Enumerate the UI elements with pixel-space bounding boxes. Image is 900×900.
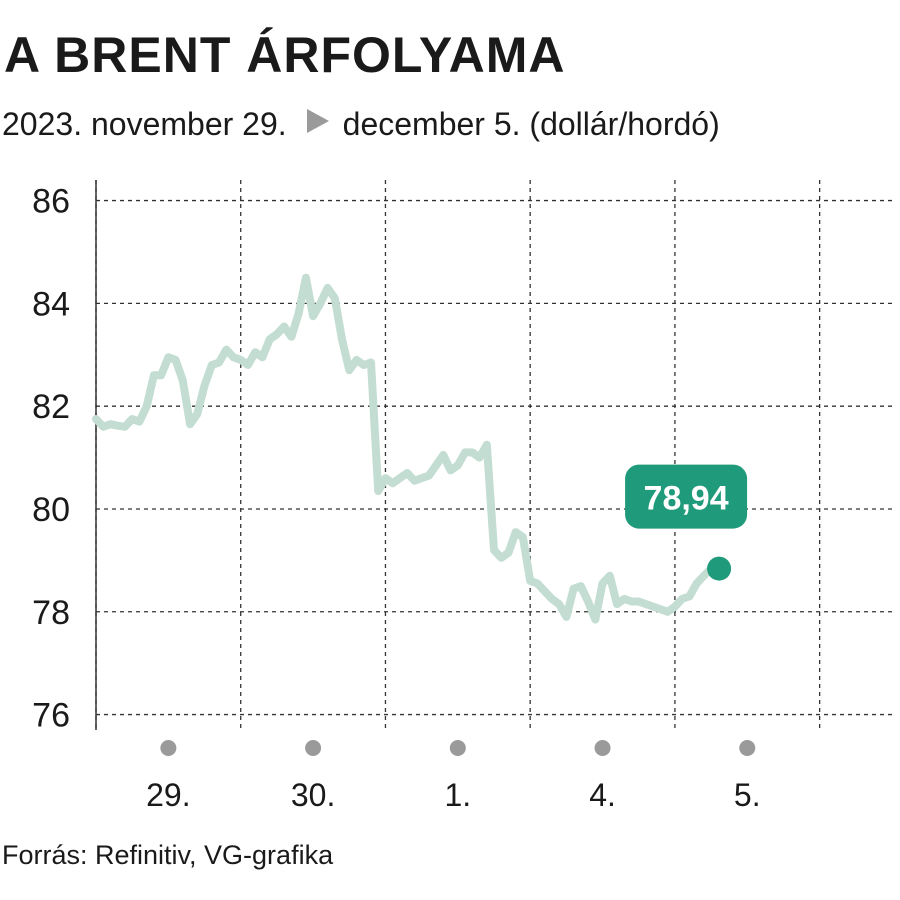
- arrow-right-icon: [306, 109, 329, 133]
- y-tick-label: 78: [32, 594, 70, 632]
- chart-grid: [95, 180, 892, 730]
- chart-source: Forrás: Refinitiv, VG-grafika: [2, 840, 334, 870]
- x-tick-label: 29.: [146, 777, 190, 813]
- y-tick-label: 82: [32, 388, 70, 426]
- subtitle-start-date: 2023. november 29.: [2, 106, 287, 142]
- chart-title: A BRENT ÁRFOLYAMA: [4, 27, 566, 83]
- y-tick-label: 86: [32, 183, 70, 221]
- x-tick-label: 4.: [589, 777, 616, 813]
- x-tick-label: 30.: [291, 777, 335, 813]
- chart-subtitle: 2023. november 29. december 5. (dollár/ho…: [2, 108, 720, 140]
- last-value-marker: [707, 556, 732, 581]
- price-line: [92, 273, 716, 624]
- x-tick-dot: [160, 740, 177, 756]
- x-tick-label: 1.: [444, 777, 471, 813]
- x-tick-dot: [449, 740, 466, 756]
- x-tick-dot: [305, 740, 322, 756]
- x-axis: 29. 30. 1. 4. 5.: [146, 740, 761, 813]
- y-tick-label: 76: [32, 697, 70, 735]
- last-value-box: [625, 464, 748, 529]
- y-axis: 86 84 82 80 78 76: [32, 180, 97, 735]
- x-tick-dot: [739, 740, 756, 756]
- last-value-callout: 78,94: [625, 464, 748, 529]
- x-tick-label: 5.: [734, 777, 761, 813]
- y-tick-label: 84: [32, 285, 70, 323]
- subtitle-end-date: december 5. (dollár/hordó): [342, 106, 720, 142]
- last-value-label: 78,94: [644, 480, 729, 518]
- y-tick-label: 80: [32, 491, 70, 529]
- x-tick-dot: [594, 740, 611, 756]
